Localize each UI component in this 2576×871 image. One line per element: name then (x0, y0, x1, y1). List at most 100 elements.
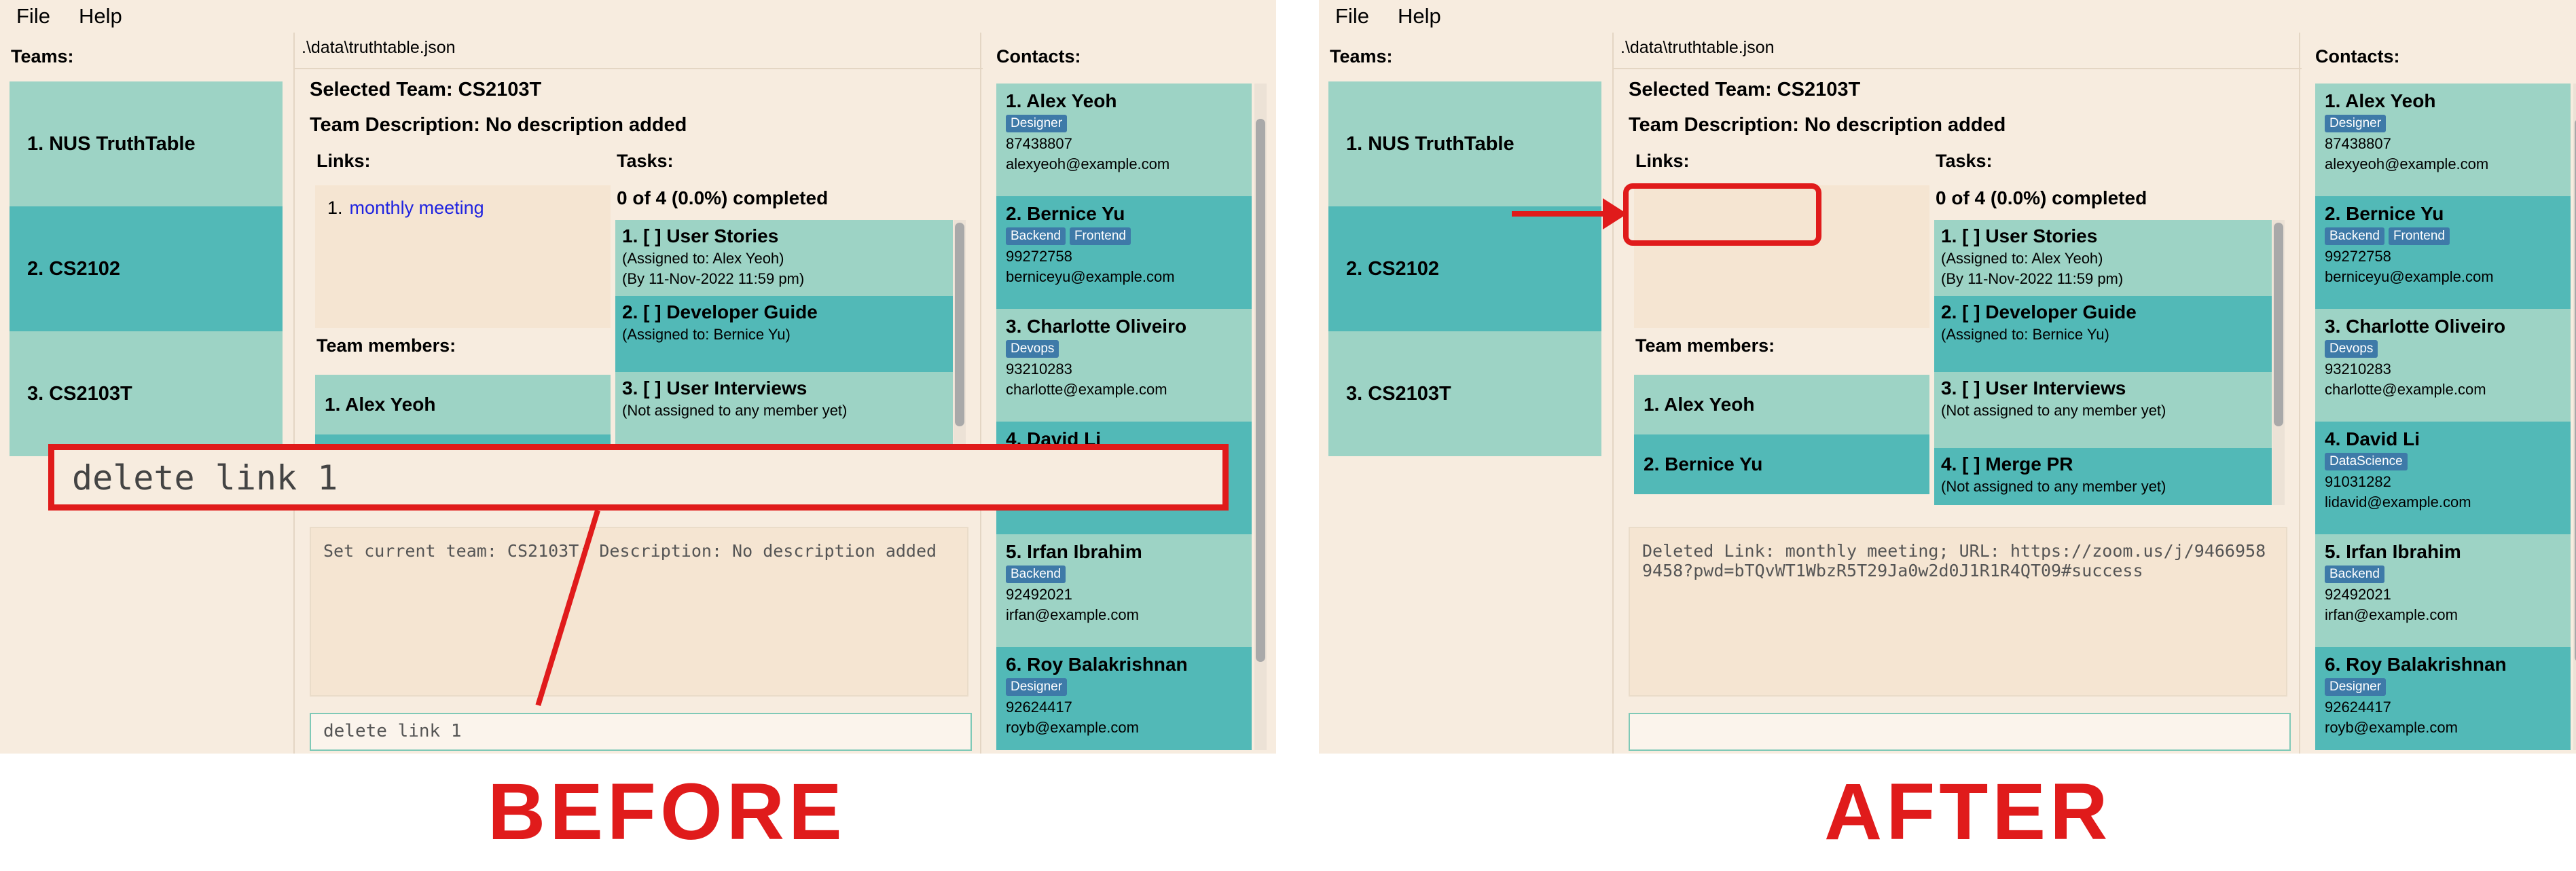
team-item[interactable]: 1. NUS TruthTable (1328, 81, 1601, 206)
divider (295, 68, 983, 69)
scroll-thumb[interactable] (2575, 119, 2576, 662)
contact-card[interactable]: 2. Bernice Yu Backend Frontend 99272758 b… (996, 196, 1252, 309)
contact-email: berniceyu@example.com (1006, 268, 1175, 285)
task-item[interactable]: 3. [ ] User Interviews (Not assigned to … (615, 372, 953, 448)
links-list-empty (1634, 185, 1929, 328)
task-assignee: (Not assigned to any member yet) (1941, 402, 2166, 419)
contact-email: irfan@example.com (2325, 606, 2458, 623)
contacts-scrollbar[interactable] (1254, 84, 1267, 750)
contact-card[interactable]: 1. Alex Yeoh Designer 87438807 alexyeoh@… (2315, 84, 2571, 196)
contact-card[interactable]: 6. Roy Balakrishnan Designer 92624417 ro… (996, 647, 1252, 750)
contact-card[interactable]: 5. Irfan Ibrahim Backend 92492021 irfan@… (996, 534, 1252, 647)
contact-name: 6. Roy Balakrishnan (1006, 654, 1188, 675)
contact-card[interactable]: 2. Bernice Yu Backend Frontend 99272758 b… (2315, 196, 2571, 309)
member-item[interactable]: 1. Alex Yeoh (1634, 375, 1929, 434)
contact-email: berniceyu@example.com (2325, 268, 2494, 285)
menu-file[interactable]: File (1335, 4, 1369, 28)
contact-name: 5. Irfan Ibrahim (1006, 541, 1142, 562)
team-item[interactable]: 2. CS2102 (10, 206, 283, 331)
menu-help[interactable]: Help (1397, 4, 1441, 28)
team-description: Team Description: No description added (310, 114, 687, 136)
scroll-thumb[interactable] (1256, 119, 1265, 662)
tasks-scrollbar[interactable] (954, 220, 966, 505)
contacts-scrollbar[interactable] (2573, 84, 2576, 750)
team-item[interactable]: 3. CS2103T (1328, 331, 1601, 456)
tag: Backend (2325, 566, 2384, 583)
tasks-scrollbar[interactable] (2272, 220, 2285, 505)
file-path: .\data\truthtable.json (1620, 38, 1775, 57)
team-item[interactable]: 2. CS2102 (1328, 206, 1601, 331)
teams-title: Teams: (1330, 46, 1393, 67)
tag: Frontend (1069, 227, 1131, 245)
task-assignee: (Assigned to: Bernice Yu) (622, 326, 791, 343)
scroll-thumb[interactable] (2274, 223, 2283, 426)
contact-phone: 87438807 (2325, 135, 2391, 152)
contact-card[interactable]: 1. Alex Yeoh Designer 87438807 alexyeoh@… (996, 84, 1252, 196)
tag: DataScience (2325, 453, 2408, 470)
contact-email: alexyeoh@example.com (2325, 155, 2489, 172)
task-assignee: (Assigned to: Bernice Yu) (1941, 326, 2109, 343)
contact-phone: 99272758 (1006, 248, 1072, 265)
contact-card[interactable]: 4. David Li DataScience 91031282 lidavid… (2315, 422, 2571, 534)
links-list: 1. monthly meeting (315, 185, 611, 328)
task-title: 3. [ ] User Interviews (622, 377, 808, 399)
contact-phone: 92624417 (1006, 699, 1072, 716)
contact-phone: 91031282 (2325, 473, 2391, 490)
team-panel: .\data\truthtable.json Selected Team: CS… (1612, 33, 2302, 754)
command-input[interactable]: delete link 1 (310, 713, 972, 751)
members-title: Team members: (316, 335, 456, 356)
task-title: 2. [ ] Developer Guide (622, 301, 818, 322)
annotation-arrowhead-icon (1603, 198, 1627, 229)
tag: Designer (2325, 678, 2387, 696)
contact-name: 2. Bernice Yu (2325, 203, 2444, 224)
contact-email: lidavid@example.com (2325, 494, 2471, 511)
menu-file[interactable]: File (16, 4, 50, 28)
task-assignee: (Assigned to: Alex Yeoh) (1941, 250, 2103, 267)
menu-help[interactable]: Help (78, 4, 122, 28)
contacts-title: Contacts: (996, 46, 1081, 67)
tag: Frontend (2388, 227, 2450, 245)
contact-card[interactable]: 3. Charlotte Oliveiro Devops 93210283 ch… (996, 309, 1252, 422)
task-deadline: (By 11-Nov-2022 11:59 pm) (1941, 270, 2124, 287)
member-item[interactable]: 1. Alex Yeoh (315, 375, 611, 434)
task-item[interactable]: 3. [ ] User Interviews (Not assigned to … (1934, 372, 2272, 448)
member-item[interactable]: 2. Bernice Yu (1634, 434, 1929, 494)
links-title: Links: (1635, 151, 1690, 171)
contact-name: 2. Bernice Yu (1006, 203, 1125, 224)
app-window-after: File Help Teams: 1. NUS TruthTable 2. CS… (1319, 0, 2576, 754)
tag: Backend (2325, 227, 2384, 245)
contact-card[interactable]: 6. Roy Balakrishnan Designer 92624417 ro… (2315, 647, 2571, 750)
command-input[interactable] (1629, 713, 2291, 751)
members-list: 1. Alex Yeoh 2. Bernice Yu (1634, 375, 1929, 494)
task-item[interactable]: 4. [ ] Merge PR (Not assigned to any mem… (1934, 448, 2272, 505)
tasks-summary: 0 of 4 (0.0%) completed (1936, 187, 2147, 208)
scroll-thumb[interactable] (955, 223, 964, 426)
tag: Designer (1006, 115, 1068, 132)
contact-email: charlotte@example.com (1006, 381, 1167, 398)
team-item[interactable]: 3. CS2103T (10, 331, 283, 456)
contact-card[interactable]: 5. Irfan Ibrahim Backend 92492021 irfan@… (2315, 534, 2571, 647)
annotation-highlight-box (1623, 183, 1821, 246)
annotation-command-callout: delete link 1 (48, 444, 1229, 511)
task-item[interactable]: 2. [ ] Developer Guide (Assigned to: Ber… (1934, 296, 2272, 372)
link-text[interactable]: monthly meeting (349, 198, 484, 218)
task-item[interactable]: 1. [ ] User Stories (Assigned to: Alex Y… (615, 220, 953, 296)
task-item[interactable]: 2. [ ] Developer Guide (Assigned to: Ber… (615, 296, 953, 372)
task-item[interactable]: 1. [ ] User Stories (Assigned to: Alex Y… (1934, 220, 2272, 296)
task-assignee: (Not assigned to any member yet) (1941, 478, 2166, 495)
tag: Designer (2325, 115, 2387, 132)
tasks-list: 1. [ ] User Stories (Assigned to: Alex Y… (1934, 220, 2272, 505)
task-title: 1. [ ] User Stories (622, 225, 779, 246)
team-panel: .\data\truthtable.json Selected Team: CS… (293, 33, 983, 754)
team-item[interactable]: 1. NUS TruthTable (10, 81, 283, 206)
divider (1614, 68, 2302, 69)
teams-title: Teams: (11, 46, 74, 67)
task-title: 1. [ ] User Stories (1941, 225, 2098, 246)
contact-card[interactable]: 3. Charlotte Oliveiro Devops 93210283 ch… (2315, 309, 2571, 422)
teams-panel: Teams: 1. NUS TruthTable 2. CS2102 3. CS… (0, 33, 292, 754)
contact-name: 3. Charlotte Oliveiro (2325, 316, 2506, 337)
tag: Backend (1006, 227, 1066, 245)
app-window-before: File Help Teams: 1. NUS TruthTable 2. CS… (0, 0, 1276, 754)
task-title: 2. [ ] Developer Guide (1941, 301, 2137, 322)
contact-phone: 92492021 (2325, 586, 2391, 603)
